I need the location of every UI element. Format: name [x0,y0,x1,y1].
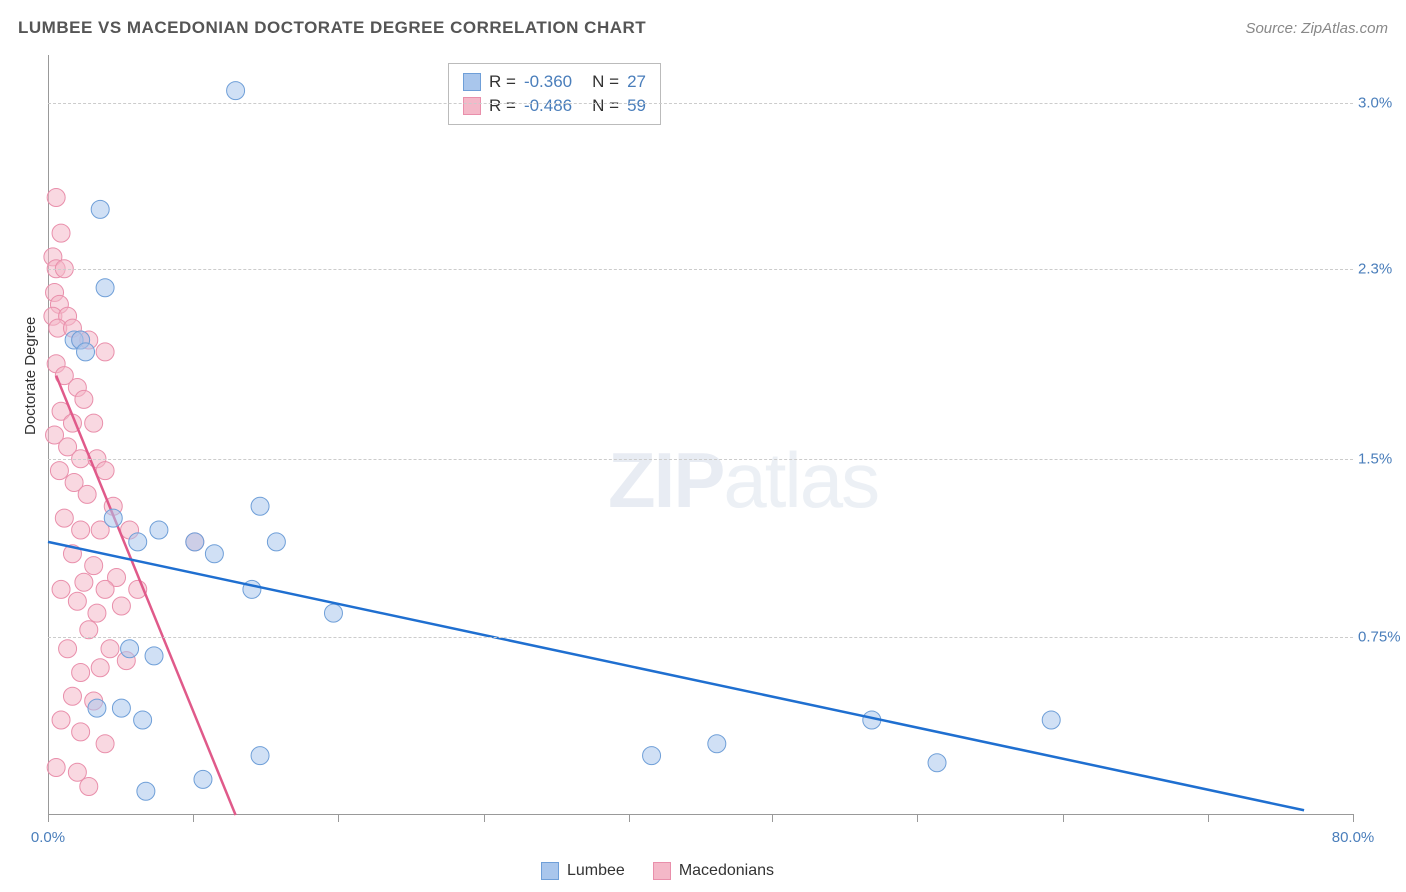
scatter-point [75,390,93,408]
scatter-point [78,485,96,503]
scatter-point [80,778,98,796]
scatter-point [85,414,103,432]
grid-line [48,103,1353,104]
scatter-point [129,533,147,551]
trend-line [48,542,1304,810]
legend-item-lumbee: Lumbee [541,862,625,880]
y-tick-label: 0.75% [1358,628,1403,645]
scatter-point [96,735,114,753]
scatter-point [186,533,204,551]
legend-label-lumbee: Lumbee [567,862,625,880]
x-tick [917,814,918,822]
y-axis-title: Doctorate Degree [22,317,39,435]
grid-line [48,637,1353,638]
x-tick [772,814,773,822]
scatter-point [267,533,285,551]
y-tick-label: 1.5% [1358,450,1403,467]
scatter-point [112,699,130,717]
x-tick [338,814,339,822]
scatter-point [91,659,109,677]
x-tick [48,814,49,822]
scatter-point [251,497,269,515]
scatter-point [96,279,114,297]
scatter-point [47,759,65,777]
scatter-point [88,604,106,622]
scatter-point [145,647,163,665]
scatter-point [205,545,223,563]
scatter-point [77,343,95,361]
scatter-point [928,754,946,772]
scatter-point [708,735,726,753]
grid-line [48,269,1353,270]
scatter-point [643,747,661,765]
scatter-point [55,509,73,527]
x-tick [1063,814,1064,822]
scatter-point [75,573,93,591]
scatter-point [59,640,77,658]
legend-series: Lumbee Macedonians [541,862,774,880]
scatter-point [324,604,342,622]
scatter-point [72,521,90,539]
scatter-point [63,687,81,705]
scatter-point [137,782,155,800]
scatter-point [194,770,212,788]
chart-title: LUMBEE VS MACEDONIAN DOCTORATE DEGREE CO… [18,18,646,38]
scatter-point [112,597,130,615]
scatter-point [251,747,269,765]
x-tick [1208,814,1209,822]
x-tick-label-max: 80.0% [1332,829,1375,846]
scatter-point [91,200,109,218]
scatter-point [1042,711,1060,729]
legend-item-macedonians: Macedonians [653,862,774,880]
chart-source: Source: ZipAtlas.com [1245,20,1388,37]
chart-svg [48,55,1353,814]
x-tick [484,814,485,822]
chart-header: LUMBEE VS MACEDONIAN DOCTORATE DEGREE CO… [18,18,1388,38]
chart-plot-area: ZIPatlas R = -0.360 N = 27 R = -0.486 N … [48,55,1353,815]
legend-swatch-macedonians-bottom [653,862,671,880]
scatter-point [121,640,139,658]
y-tick-label: 3.0% [1358,94,1403,111]
scatter-point [88,699,106,717]
scatter-point [96,343,114,361]
scatter-point [134,711,152,729]
x-tick [629,814,630,822]
legend-swatch-lumbee-bottom [541,862,559,880]
scatter-point [227,82,245,100]
scatter-point [52,711,70,729]
y-tick-label: 2.3% [1358,260,1403,277]
scatter-point [52,224,70,242]
scatter-point [96,580,114,598]
scatter-point [104,509,122,527]
scatter-point [47,189,65,207]
scatter-point [52,580,70,598]
legend-label-macedonians: Macedonians [679,862,774,880]
scatter-point [72,723,90,741]
scatter-point [50,462,68,480]
scatter-point [72,664,90,682]
scatter-point [150,521,168,539]
scatter-point [101,640,119,658]
scatter-point [85,557,103,575]
grid-line [48,459,1353,460]
x-tick [1353,814,1354,822]
x-tick [193,814,194,822]
x-tick-label-min: 0.0% [31,829,65,846]
scatter-point [68,592,86,610]
